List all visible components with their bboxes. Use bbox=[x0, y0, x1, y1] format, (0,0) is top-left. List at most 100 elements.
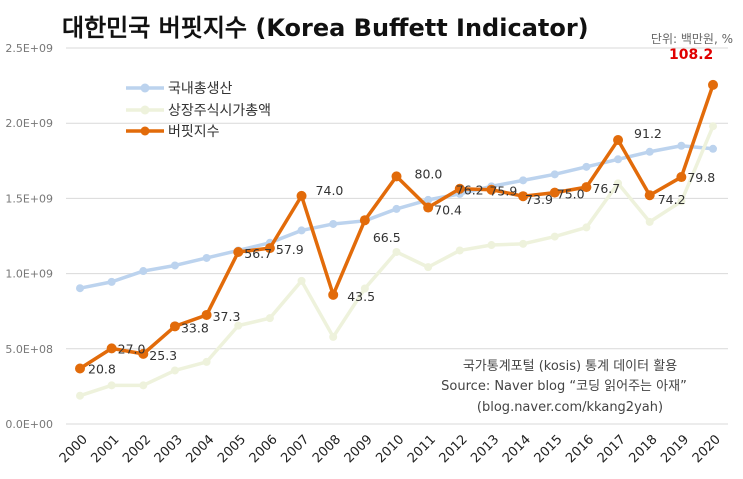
data-label: 43.5 bbox=[347, 289, 375, 304]
data-label: 66.5 bbox=[373, 230, 401, 245]
legend-label: 버핏지수 bbox=[168, 124, 220, 140]
data-label: 25.3 bbox=[149, 348, 177, 363]
data-point bbox=[391, 171, 402, 182]
data-point bbox=[201, 309, 212, 320]
data-point bbox=[233, 247, 244, 258]
x-tick-label: 2003 bbox=[152, 432, 186, 466]
data-point bbox=[709, 122, 717, 131]
data-point bbox=[519, 239, 528, 248]
data-point bbox=[708, 79, 718, 90]
data-point bbox=[264, 243, 275, 254]
data-point bbox=[454, 183, 465, 194]
data-point bbox=[329, 332, 338, 341]
data-point bbox=[234, 321, 243, 330]
series-lines bbox=[75, 79, 718, 400]
data-point bbox=[76, 284, 84, 293]
legend-label: 국내총생산 bbox=[168, 81, 233, 97]
x-tick-label: 2002 bbox=[120, 432, 154, 466]
x-tick-label: 2004 bbox=[183, 432, 217, 466]
data-point bbox=[487, 241, 496, 250]
data-label: 27.0 bbox=[118, 341, 146, 356]
data-point bbox=[581, 182, 592, 193]
y-tick-label: 1.5E+09 bbox=[5, 192, 53, 205]
data-point bbox=[455, 246, 464, 255]
data-point bbox=[550, 232, 559, 241]
x-tick-label: 2019 bbox=[658, 432, 692, 466]
data-point bbox=[76, 391, 84, 400]
data-point bbox=[424, 263, 433, 272]
chart-title: 대한민국 버핏지수 (Korea Buffett Indicator) bbox=[62, 14, 589, 42]
data-point bbox=[328, 289, 339, 300]
x-tick-label: 2017 bbox=[595, 432, 629, 466]
data-point bbox=[644, 190, 655, 201]
data-label: 75.0 bbox=[557, 187, 585, 202]
y-tick-label: 2.0E+09 bbox=[5, 117, 53, 130]
data-label: 56.7 bbox=[244, 246, 272, 261]
data-label: 79.8 bbox=[687, 170, 715, 185]
x-tick-label: 2008 bbox=[310, 432, 344, 466]
data-point bbox=[297, 276, 306, 285]
data-point bbox=[486, 184, 497, 195]
x-tick-label: 2009 bbox=[342, 432, 376, 466]
data-point bbox=[519, 176, 528, 185]
data-point bbox=[297, 226, 306, 235]
legend-marker bbox=[140, 126, 150, 136]
data-label: 75.9 bbox=[489, 184, 517, 199]
data-point bbox=[139, 381, 148, 390]
y-tick-label: 2.5E+09 bbox=[5, 42, 53, 55]
x-tick-label: 2013 bbox=[468, 432, 502, 466]
data-point bbox=[549, 187, 560, 198]
x-tick-label: 2010 bbox=[373, 432, 407, 466]
x-tick-label: 2020 bbox=[690, 432, 724, 466]
data-point bbox=[550, 170, 559, 179]
data-label: 57.9 bbox=[276, 242, 304, 257]
legend-marker bbox=[140, 105, 150, 115]
source-note: 국가통계포털 (kosis) 통계 데이터 활용 Source: Naver bl… bbox=[441, 359, 687, 415]
data-point bbox=[392, 247, 401, 256]
x-tick-label: 2018 bbox=[627, 432, 661, 466]
data-label: 91.2 bbox=[634, 126, 662, 141]
source-line: Source: Naver blog “코딩 읽어주는 아재” bbox=[441, 379, 687, 394]
x-tick-label: 2007 bbox=[278, 432, 312, 466]
data-point bbox=[424, 195, 433, 204]
x-tick-label: 2005 bbox=[215, 432, 249, 466]
x-tick-label: 2015 bbox=[532, 432, 566, 466]
data-point bbox=[202, 253, 211, 262]
data-point bbox=[107, 381, 116, 390]
x-tick-label: 2011 bbox=[405, 432, 439, 466]
y-axis-ticks: 0.0E+00 5.0E+08 1.0E+09 1.5E+09 2.0E+09 2.5E+… bbox=[5, 42, 53, 431]
data-point bbox=[265, 314, 274, 323]
data-label: 76.7 bbox=[592, 181, 620, 196]
data-label: 76.2 bbox=[456, 183, 484, 198]
data-point bbox=[582, 223, 591, 232]
data-point bbox=[676, 172, 687, 183]
data-point bbox=[75, 363, 85, 374]
data-point bbox=[677, 197, 686, 206]
data-point bbox=[296, 190, 307, 201]
data-point bbox=[169, 321, 180, 332]
data-label: 70.4 bbox=[434, 203, 462, 218]
x-tick-label: 2000 bbox=[57, 432, 91, 466]
data-point bbox=[677, 141, 686, 150]
data-point bbox=[392, 204, 401, 213]
data-label: 20.8 bbox=[88, 362, 116, 377]
data-point bbox=[614, 155, 623, 164]
data-point bbox=[645, 147, 654, 156]
data-point bbox=[518, 191, 529, 202]
x-tick-label: 2006 bbox=[247, 432, 281, 466]
y-tick-label: 0.0E+00 bbox=[5, 418, 53, 431]
data-point bbox=[170, 366, 179, 375]
data-labels: 20.827.0 25.3 33.8 37.3 56.7 57.9 74.0 43.5 66.5… bbox=[88, 47, 715, 377]
gridlines bbox=[66, 47, 728, 425]
data-point bbox=[202, 357, 211, 366]
data-label: 37.3 bbox=[213, 309, 241, 324]
data-point bbox=[614, 179, 623, 188]
data-label: 108.2 bbox=[669, 47, 713, 63]
legend-label: 상장주식시가총액 bbox=[168, 103, 271, 119]
x-axis-ticks: 2000200120022003200420052006200720082009… bbox=[57, 432, 724, 466]
x-tick-label: 2012 bbox=[437, 432, 471, 466]
data-point bbox=[423, 202, 434, 213]
data-point bbox=[645, 217, 654, 226]
